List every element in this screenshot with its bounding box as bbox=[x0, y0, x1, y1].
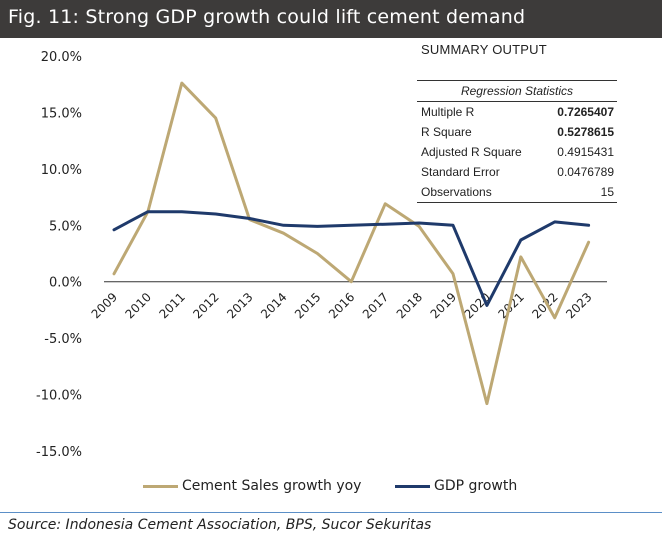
title-bar: Fig. 11: Strong GDP growth could lift ce… bbox=[0, 0, 662, 38]
x-tick-label: 2023 bbox=[563, 290, 594, 321]
y-tick-label: 20.0% bbox=[41, 50, 82, 65]
summary-title: SUMMARY OUTPUT bbox=[421, 42, 547, 57]
reg-label: Multiple R bbox=[421, 105, 475, 119]
legend-label-cement: Cement Sales growth yoy bbox=[182, 478, 362, 494]
regression-table: Regression Statistics Multiple R 0.72654… bbox=[417, 80, 617, 203]
x-tick-label: 2009 bbox=[89, 290, 120, 321]
legend-swatch-cement bbox=[143, 484, 178, 488]
reg-value: 0.7265407 bbox=[557, 105, 614, 119]
reg-row-r-square: R Square 0.5278615 bbox=[417, 122, 617, 142]
footer-rule bbox=[0, 512, 662, 513]
x-tick-label: 2013 bbox=[224, 290, 255, 321]
x-tick-label: 2016 bbox=[326, 290, 357, 321]
y-tick-label: 10.0% bbox=[41, 163, 82, 178]
y-tick-label: 15.0% bbox=[41, 106, 82, 121]
reg-label: R Square bbox=[421, 125, 472, 139]
x-tick-label: 2017 bbox=[360, 290, 391, 321]
regression-header: Regression Statistics bbox=[417, 80, 617, 102]
legend-swatch-gdp bbox=[395, 484, 430, 488]
gdp-growth-line bbox=[112, 210, 591, 307]
legend-item-cement: Cement Sales growth yoy bbox=[143, 478, 361, 494]
reg-value: 0.5278615 bbox=[557, 125, 614, 139]
y-tick-label: -10.0% bbox=[36, 389, 82, 404]
reg-value: 0.0476789 bbox=[557, 165, 614, 179]
source-note: Source: Indonesia Cement Association, BP… bbox=[8, 517, 432, 533]
y-tick-label: -15.0% bbox=[36, 445, 82, 460]
cement-sales-line bbox=[112, 81, 591, 406]
reg-value: 0.4915431 bbox=[557, 145, 614, 159]
chart-title: Fig. 11: Strong GDP growth could lift ce… bbox=[8, 6, 526, 28]
legend: Cement Sales growth yoy GDP growth bbox=[0, 478, 662, 498]
reg-label: Observations bbox=[421, 185, 492, 199]
reg-label: Standard Error bbox=[421, 165, 500, 179]
x-tick-label: 2014 bbox=[258, 290, 289, 321]
legend-label-gdp: GDP growth bbox=[434, 478, 518, 494]
reg-row-multiple-r: Multiple R 0.7265407 bbox=[417, 102, 617, 122]
y-tick-label: 0.0% bbox=[49, 276, 82, 291]
legend-item-gdp: GDP growth bbox=[395, 478, 517, 494]
x-tick-label: 2018 bbox=[394, 290, 425, 321]
y-tick-label: -5.0% bbox=[44, 332, 82, 347]
y-tick-label: 5.0% bbox=[49, 219, 82, 234]
x-tick-label: 2011 bbox=[156, 290, 187, 321]
x-tick-label: 2010 bbox=[123, 290, 154, 321]
reg-row-standard-error: Standard Error 0.0476789 bbox=[417, 162, 617, 182]
reg-value: 15 bbox=[600, 185, 614, 199]
reg-label: Adjusted R Square bbox=[421, 145, 522, 159]
x-tick-label: 2012 bbox=[190, 290, 221, 321]
x-tick-label: 2019 bbox=[428, 290, 459, 321]
chart-plot: 20.0% 15.0% 10.0% 5.0% 0.0% -5.0% -10.0% -15.0%… bbox=[36, 50, 607, 460]
reg-row-observations: Observations 15 bbox=[417, 182, 617, 203]
x-tick-label: 2015 bbox=[292, 290, 323, 321]
reg-row-adjusted-r-square: Adjusted R Square 0.4915431 bbox=[417, 142, 617, 162]
